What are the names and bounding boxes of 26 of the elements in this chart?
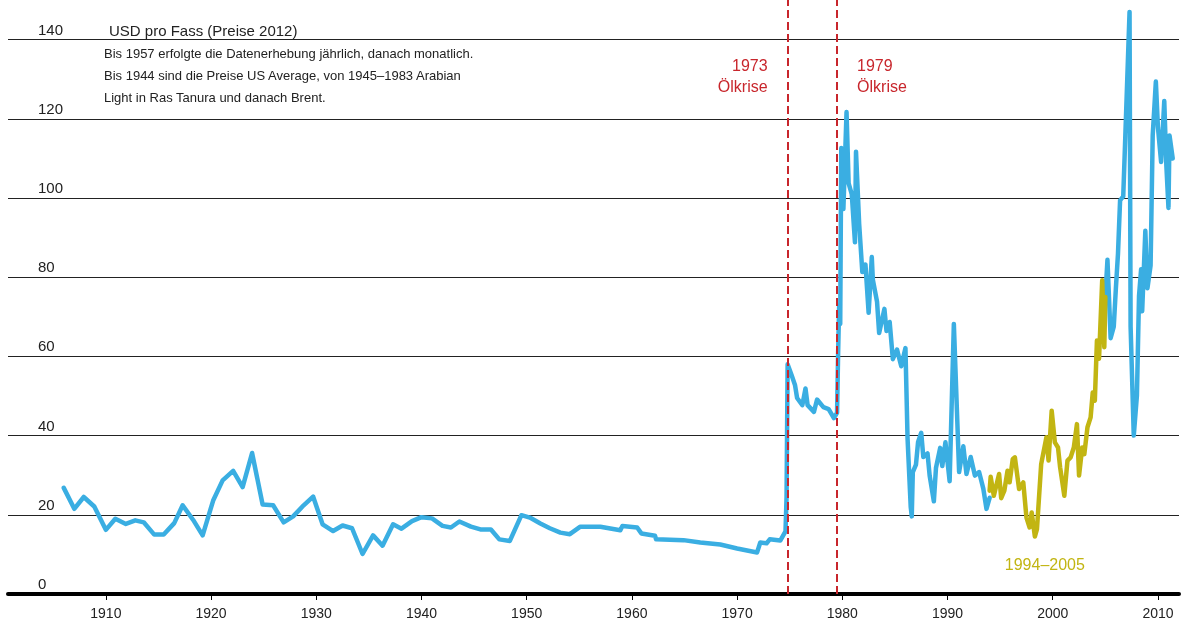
x-tick-label: 1960 (616, 605, 648, 621)
y-tick-label: 100 (38, 179, 64, 196)
x-tick-label: 1950 (511, 605, 543, 621)
x-tick-label: 1910 (90, 605, 122, 621)
y-tick-label: 20 (38, 495, 55, 513)
annotation: Bis 1944 sind die Preise US Average, von 1945–1983 Arabian (104, 68, 461, 83)
x-tick-label: 1920 (195, 605, 227, 621)
annotation: Bis 1957 erfolgte die Datenerhebung jährlich, danach monatlich. (104, 46, 474, 61)
x-tick-label: 1990 (931, 605, 964, 621)
x-tick-label: 1940 (405, 605, 438, 621)
y-tick-label: 120 (38, 99, 64, 117)
y-tick-label: 0 (38, 575, 47, 592)
x-tick-label: 1970 (721, 605, 753, 621)
x-tick-label: 2000 (1037, 605, 1069, 621)
x-tick-label: 1980 (826, 605, 859, 621)
y-tick-label: 140 (38, 20, 64, 38)
series-label: 1994–2005 (1004, 556, 1085, 574)
x-tick-label: 2010 (1142, 605, 1174, 621)
y-tick-label: 80 (38, 258, 55, 276)
x-tick-label: 1930 (300, 605, 333, 621)
y-tick-label: 40 (38, 416, 55, 434)
annotation: Light in Ras Tanura und danach Brent. (104, 90, 326, 105)
y-tick-label: 60 (38, 337, 55, 355)
ref-line-label: 1973 Ölkrise (717, 57, 768, 95)
ref-line-label: 1979 Ölkrise (857, 57, 907, 95)
text: USD pro Fass (Preise 2012) (109, 22, 298, 39)
